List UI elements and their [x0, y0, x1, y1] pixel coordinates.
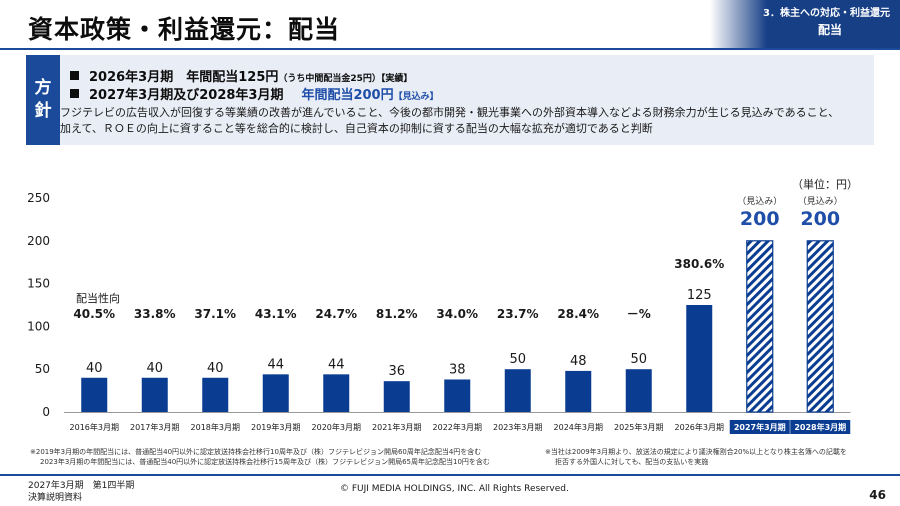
- x-tick-label: 2016年3月期: [70, 422, 119, 432]
- policy-line2-main: 2027年3月期及び2028年3月期: [89, 88, 284, 103]
- footer-period-line-1: 2027年3月期 第1四半期: [28, 481, 135, 491]
- x-tick-label: 2017年3月期: [130, 422, 179, 432]
- y-tick-label: 50: [35, 362, 50, 376]
- policy-description: フジテレビの広告収入が回復する等業績の改善が進んでいること、今後の都市開発・観光…: [60, 105, 839, 137]
- policy-label: 方 針: [26, 55, 60, 145]
- bar: [323, 374, 350, 412]
- bar: [565, 370, 592, 412]
- subsection-label: 配当: [817, 23, 842, 37]
- payout-ratio-value: 43.1%: [255, 307, 297, 321]
- policy-desc-line-1: フジテレビの広告収入が回復する等業績の改善が進んでいること、今後の都市開発・観光…: [60, 106, 840, 119]
- policy-line2-tag: 【見込み】: [393, 92, 439, 102]
- page-title: 資本政策・利益還元：配当: [28, 15, 341, 44]
- payout-ratio-value: 40.5%: [73, 307, 115, 321]
- header-rule: [0, 48, 900, 50]
- payout-ratio-value: 81.2%: [376, 307, 418, 321]
- payout-ratio-value: 24.7%: [315, 307, 357, 321]
- bar-value-label: 38: [449, 362, 466, 377]
- bar: [504, 369, 531, 412]
- y-tick-label: 150: [27, 277, 50, 291]
- bar: [686, 305, 713, 412]
- bar-value-label: 50: [509, 352, 526, 367]
- x-tick-label: 2019年3月期: [251, 422, 300, 432]
- bar-value-label: 48: [570, 354, 587, 369]
- x-tick-label: 2022年3月期: [433, 422, 482, 432]
- payout-ratio-value: 37.1%: [194, 307, 236, 321]
- x-tick-label: 2021年3月期: [372, 422, 421, 432]
- payout-ratio-value: 34.0%: [436, 307, 478, 321]
- bar-value-label: 125: [687, 288, 712, 303]
- payout-ratio-value: 33.8%: [134, 307, 176, 321]
- policy-box: 方 針 2026年3月期 年間配当125円（うち中間配当金25円）【実績】 20…: [26, 55, 874, 145]
- bar-value-label: 50: [630, 352, 647, 367]
- bar-value-label: 40: [146, 361, 163, 376]
- bar: [444, 379, 471, 412]
- bar-value-label: 36: [388, 364, 405, 379]
- bar-value-label: 44: [328, 357, 345, 372]
- bar: [141, 377, 168, 412]
- y-tick-label: 100: [27, 319, 50, 333]
- policy-line1-tag: 【実績】: [380, 74, 413, 84]
- policy-label-2: 針: [34, 101, 52, 121]
- payout-ratio-label: 配当性向: [76, 291, 120, 305]
- section-label: 3．株主への対応・利益還元: [763, 8, 890, 19]
- bullet-square-icon: [70, 71, 79, 80]
- note-left-line-1: ※2019年3月期の年間配当には、普通配当40円以外に認定放送持株会社移行10周…: [30, 448, 482, 456]
- unit-label: （単位：円）: [792, 177, 858, 191]
- bar: [625, 369, 652, 412]
- note-right-line-2: 拒否する外国人に対しても、配当の支払いを実施: [555, 458, 709, 466]
- x-tick-label: 2025年3月期: [614, 422, 663, 432]
- x-tick-label: 2018年3月期: [191, 422, 240, 432]
- bar-value-label: 200: [740, 208, 780, 230]
- bar: [806, 240, 834, 413]
- page-number: 46: [869, 488, 886, 502]
- note-right: ※当社は2009年3月期より、放送法の規定により議決権割合20%以上となり株主名…: [545, 447, 847, 467]
- y-tick-label: 250: [27, 191, 50, 205]
- forecast-label: （見込み）: [737, 196, 782, 207]
- y-tick-label: 200: [27, 234, 50, 248]
- bar-value-label: 40: [86, 361, 103, 376]
- bar-value-label: 44: [267, 357, 284, 372]
- payout-ratio-value: 380.6%: [674, 257, 724, 271]
- x-tick-label: 2026年3月期: [675, 422, 724, 432]
- note-left-line-2: 2023年3月期の年間配当には、普通配当40円以外に認定放送持株会社移行15周年…: [40, 458, 490, 466]
- policy-line2-blue: 年間配当200円: [301, 88, 394, 103]
- policy-line1-small: （うち中間配当金25円）: [278, 74, 381, 84]
- forecast-label: （見込み）: [798, 196, 843, 207]
- policy-desc-line-2: 加えて、ＲＯＥの向上に資すること等を総合的に検討し、自己資本の抑制に資する配当の…: [60, 122, 653, 135]
- payout-ratio-value: 28.4%: [557, 307, 599, 321]
- payout-ratio-value: 23.7%: [497, 307, 539, 321]
- policy-label-1: 方: [34, 78, 52, 99]
- footer-copyright: © FUJI MEDIA HOLDINGS, INC. All Rights R…: [340, 484, 569, 494]
- note-right-line-1: ※当社は2009年3月期より、放送法の規定により議決権割合20%以上となり株主名…: [545, 448, 847, 456]
- x-tick-label: 2027年3月期: [734, 422, 786, 432]
- x-tick-label: 2024年3月期: [554, 422, 603, 432]
- forecast-category-bg: [729, 420, 790, 434]
- bar: [746, 240, 774, 413]
- bar: [81, 377, 108, 412]
- header-band: [710, 0, 900, 48]
- bullet-square-icon: [70, 89, 79, 98]
- policy-line1-main: 2026年3月期 年間配当125円: [89, 70, 279, 85]
- footer-period: 2027年3月期 第1四半期 決算説明資料: [28, 480, 134, 504]
- bars: 40 2016年3月期 40.5% 40 2017年3月期 33.8% 40 2018年3月期…: [70, 196, 851, 434]
- note-left: ※2019年3月期の年間配当には、普通配当40円以外に認定放送持株会社移行10周…: [30, 447, 490, 467]
- bar-value-label: 200: [800, 208, 840, 230]
- footer-period-line-2: 決算説明資料: [28, 493, 83, 503]
- forecast-category-bg: [790, 420, 851, 434]
- x-tick-label: 2023年3月期: [493, 422, 542, 432]
- x-tick-label: 2020年3月期: [312, 422, 361, 432]
- bar: [202, 377, 229, 412]
- payout-ratio-value: －%: [627, 307, 651, 321]
- x-tick-label: 2028年3月期: [794, 422, 846, 432]
- bar: [262, 374, 289, 412]
- y-tick-label: 0: [42, 405, 50, 419]
- policy-line-1: 2026年3月期 年間配当125円（うち中間配当金25円）【実績】: [70, 66, 412, 85]
- policy-line-2: 2027年3月期及び2028年3月期 年間配当200円【見込み】: [70, 84, 439, 103]
- y-axis: 0 50 100 150 200 250: [27, 191, 851, 419]
- bar-value-label: 40: [207, 361, 224, 376]
- footer-rule: [0, 474, 900, 476]
- bar: [383, 381, 410, 412]
